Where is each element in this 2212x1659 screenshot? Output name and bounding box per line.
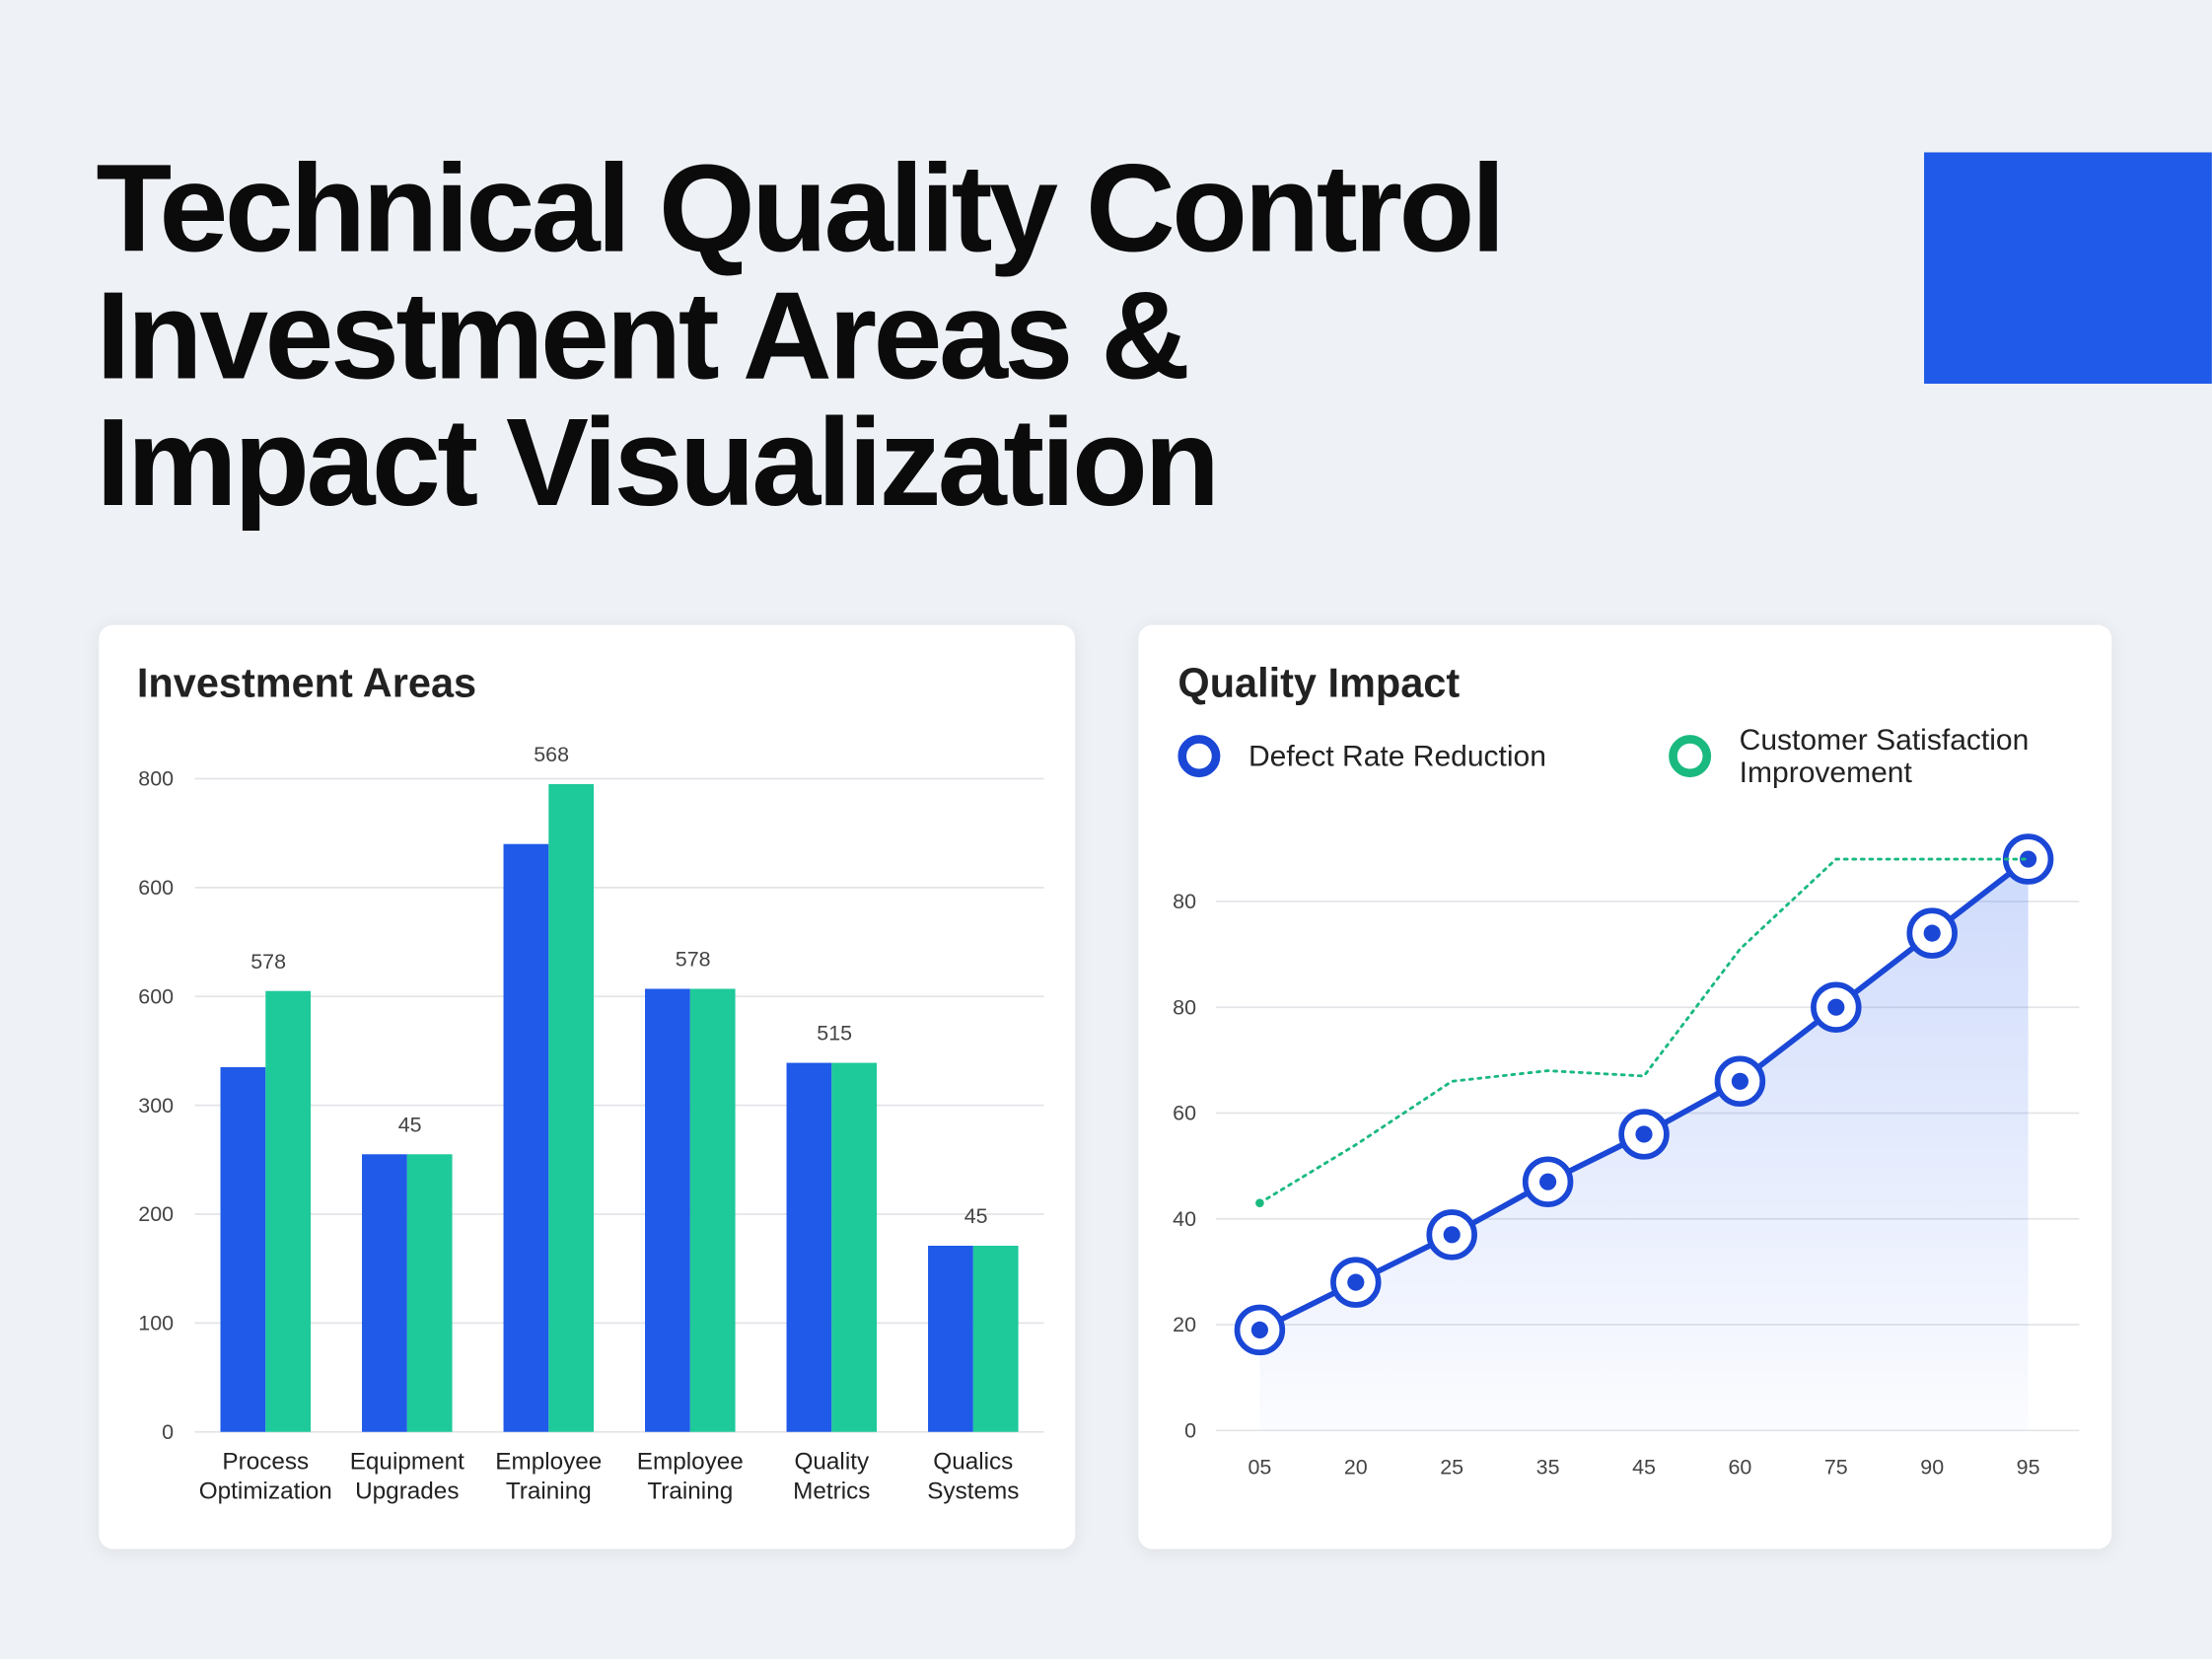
point	[1234, 1304, 1286, 1356]
point	[1618, 1109, 1670, 1160]
page-title: Impact Visualization	[96, 393, 1216, 532]
x-tick-label: 90	[1920, 1456, 1944, 1479]
page-title: Investment Areas &	[96, 265, 1186, 404]
point	[1522, 1156, 1574, 1207]
y-tick-label: 0	[1184, 1418, 1196, 1442]
x-tick-label: Qualics Systems	[927, 1449, 1019, 1505]
bar-annotation: 45	[964, 1204, 988, 1228]
y-tick-label: 800	[138, 767, 174, 791]
bar	[689, 988, 736, 1432]
y-tick-label: 600	[138, 984, 174, 1008]
y-tick-label: 600	[138, 876, 174, 900]
y-tick-label: 300	[138, 1094, 174, 1118]
point-dot	[1443, 1226, 1461, 1244]
y-tick-label: 0	[162, 1420, 174, 1444]
bar	[503, 843, 549, 1432]
bar-annotation: 568	[534, 743, 569, 766]
point	[1811, 981, 1862, 1033]
bar	[406, 1154, 453, 1432]
x-tick-label: 95	[2017, 1456, 2040, 1479]
legend-label: Customer Satisfaction Improvement	[1740, 724, 2030, 789]
accent-block	[1924, 152, 2212, 385]
x-tick-label: 25	[1440, 1456, 1463, 1479]
point-dot	[1923, 924, 1941, 942]
x-tick-label: Equipment Upgrades	[350, 1449, 464, 1505]
page-title: Technical Quality Control	[96, 139, 1502, 278]
point-dot	[1539, 1173, 1557, 1190]
y-tick-label: 20	[1173, 1313, 1196, 1336]
x-tick-label: 05	[1248, 1456, 1271, 1479]
bar-annotation: 45	[398, 1113, 422, 1136]
bar	[831, 1062, 878, 1432]
y-tick-label: 80	[1173, 890, 1196, 913]
bar	[972, 1245, 1019, 1432]
legend-marker	[1669, 735, 1712, 778]
bar-annotation: 578	[676, 948, 711, 972]
chart-title: Investment Areas	[137, 660, 476, 706]
chart-title: Quality Impact	[1177, 660, 1460, 706]
bar	[548, 784, 595, 1432]
x-tick-label: 35	[1536, 1456, 1560, 1479]
point	[1906, 907, 1958, 959]
point-dot	[1827, 998, 1845, 1016]
point	[1330, 1257, 1382, 1308]
point-dot	[1250, 1321, 1268, 1338]
bar	[220, 1066, 266, 1432]
x-tick-label: Process Optimization	[199, 1449, 332, 1505]
point-dot	[1635, 1125, 1653, 1143]
x-tick-label: Employee Training	[637, 1449, 744, 1505]
y-tick-label: 100	[138, 1312, 174, 1335]
x-tick-label: 60	[1728, 1456, 1751, 1479]
bar-annotation: 578	[250, 950, 286, 974]
legend-marker	[1177, 735, 1221, 778]
point-dot	[2020, 850, 2037, 868]
y-tick-label: 40	[1173, 1207, 1196, 1231]
point-dot	[1347, 1273, 1365, 1291]
bar	[786, 1062, 832, 1432]
point-dot	[1731, 1072, 1748, 1090]
bar	[928, 1245, 973, 1432]
x-tick-label: 45	[1632, 1456, 1656, 1479]
x-tick-label: 75	[1824, 1456, 1848, 1479]
x-tick-label: Employee Training	[495, 1449, 602, 1505]
y-tick-label: 80	[1173, 995, 1196, 1019]
legend-label: Defect Rate Reduction	[1249, 741, 1546, 773]
y-tick-label: 60	[1173, 1102, 1196, 1125]
x-tick-label: 20	[1344, 1456, 1368, 1479]
x-tick-label: Quality Metrics	[793, 1449, 870, 1505]
bar	[645, 988, 690, 1432]
point	[1714, 1055, 1766, 1108]
bar	[362, 1154, 407, 1432]
bar	[265, 990, 312, 1432]
point	[1426, 1209, 1477, 1261]
y-tick-label: 200	[138, 1202, 174, 1226]
line-start-dot	[1255, 1198, 1264, 1207]
bar-annotation: 515	[817, 1022, 852, 1046]
